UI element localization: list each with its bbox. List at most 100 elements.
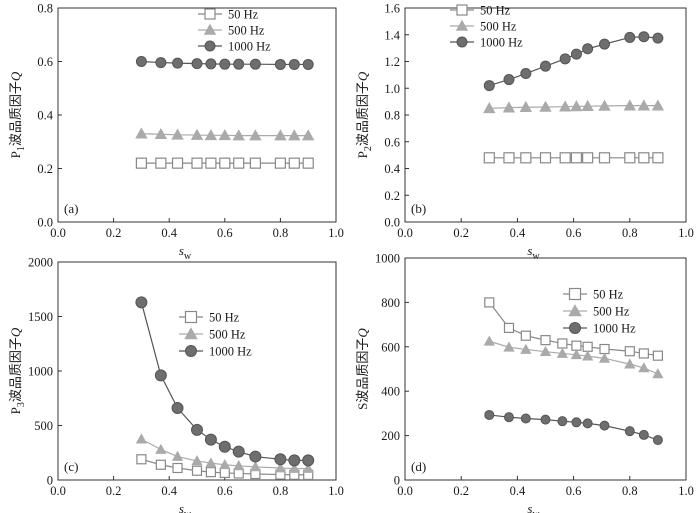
data-point	[274, 453, 287, 466]
x-axis-label-sub: w	[184, 251, 192, 262]
data-point	[219, 157, 231, 169]
data-point	[219, 58, 231, 70]
legend-marker	[204, 8, 216, 20]
data-point	[191, 465, 203, 476]
data-point	[171, 402, 184, 415]
data-point	[503, 412, 514, 423]
y-tick-label: 1500	[28, 310, 53, 324]
data-point	[205, 457, 217, 468]
y-tick-label: 0.6	[384, 135, 400, 149]
data-point	[638, 348, 649, 359]
data-point	[559, 152, 571, 164]
x-axis-label-main: s	[179, 243, 184, 258]
data-point	[570, 100, 583, 112]
y-axis-label-q: Q	[355, 328, 370, 338]
data-point	[571, 417, 582, 428]
data-point	[274, 129, 287, 141]
legend-label: 500 Hz	[593, 305, 630, 319]
legend-marker	[184, 310, 198, 324]
y-axis-label-prefix: P	[8, 151, 23, 158]
x-tick-label: 0.0	[50, 484, 66, 498]
data-point	[288, 58, 300, 70]
data-point	[483, 80, 495, 92]
data-point	[172, 462, 183, 474]
plot-frame	[57, 7, 337, 223]
x-tick-label: 0.4	[510, 484, 526, 498]
data-point	[598, 352, 611, 363]
data-point	[540, 335, 551, 346]
data-point	[652, 350, 664, 361]
x-tick-label: 0.2	[453, 226, 469, 240]
legend-marker	[455, 19, 469, 31]
data-point	[191, 58, 203, 70]
data-point	[155, 57, 167, 69]
data-point	[599, 38, 611, 50]
data-point	[582, 418, 593, 429]
data-point	[540, 414, 551, 425]
data-point	[484, 409, 495, 420]
plot-frame	[57, 261, 337, 481]
y-axis-label-prefix: P	[8, 407, 23, 414]
y-tick-label: 800	[381, 296, 400, 310]
data-point	[582, 350, 594, 361]
data-point	[155, 443, 167, 454]
data-point	[191, 423, 203, 436]
data-point	[249, 129, 262, 141]
x-tick-label: 1.0	[328, 226, 344, 240]
data-point	[135, 433, 148, 444]
data-point	[502, 101, 516, 113]
data-point	[582, 152, 594, 164]
y-tick-label: 600	[381, 340, 400, 354]
data-point	[483, 335, 495, 346]
data-point	[652, 32, 664, 44]
x-tick-label: 1.0	[678, 226, 694, 240]
x-axis-label: sw	[179, 501, 192, 513]
data-point	[638, 31, 650, 43]
legend-label: 500 Hz	[228, 24, 265, 38]
data-point	[503, 152, 515, 164]
data-point	[520, 413, 531, 424]
legend-label: 500 Hz	[480, 20, 517, 34]
data-point	[249, 58, 261, 70]
data-point	[233, 468, 244, 479]
data-point	[232, 445, 245, 458]
data-point	[624, 152, 636, 164]
y-axis-label-sub: 2	[363, 146, 374, 151]
data-point	[172, 57, 184, 69]
data-point	[218, 440, 231, 453]
data-point	[233, 157, 245, 169]
data-point	[154, 127, 168, 140]
data-point	[638, 429, 649, 440]
data-point	[582, 43, 594, 55]
legend-marker	[456, 36, 468, 48]
data-point	[171, 157, 184, 169]
y-tick-label: 400	[381, 385, 400, 399]
y-axis-label: P2波品质因子Q	[355, 71, 374, 158]
data-point	[520, 68, 532, 80]
data-point	[483, 101, 496, 114]
data-point	[219, 458, 231, 470]
data-point	[233, 460, 245, 471]
data-point	[638, 152, 650, 164]
data-point	[171, 128, 184, 140]
data-point	[557, 338, 568, 349]
y-tick-label: 1000	[375, 252, 400, 266]
data-point	[558, 100, 572, 112]
data-point	[540, 60, 551, 72]
data-point	[598, 152, 611, 164]
y-tick-label: 0.4	[37, 109, 53, 123]
y-axis-label-q: Q	[8, 71, 23, 81]
legend-marker	[569, 322, 581, 334]
x-tick-label: 0.8	[622, 484, 638, 498]
x-axis-label-main: s	[527, 501, 532, 513]
data-point	[520, 343, 532, 354]
data-point	[204, 129, 218, 141]
data-point	[219, 467, 230, 479]
data-point	[570, 152, 583, 164]
data-point	[249, 461, 262, 472]
data-point	[556, 347, 568, 358]
legend-label: 1000 Hz	[480, 36, 523, 50]
x-tick-label: 1.0	[678, 484, 694, 498]
data-point	[557, 416, 568, 427]
